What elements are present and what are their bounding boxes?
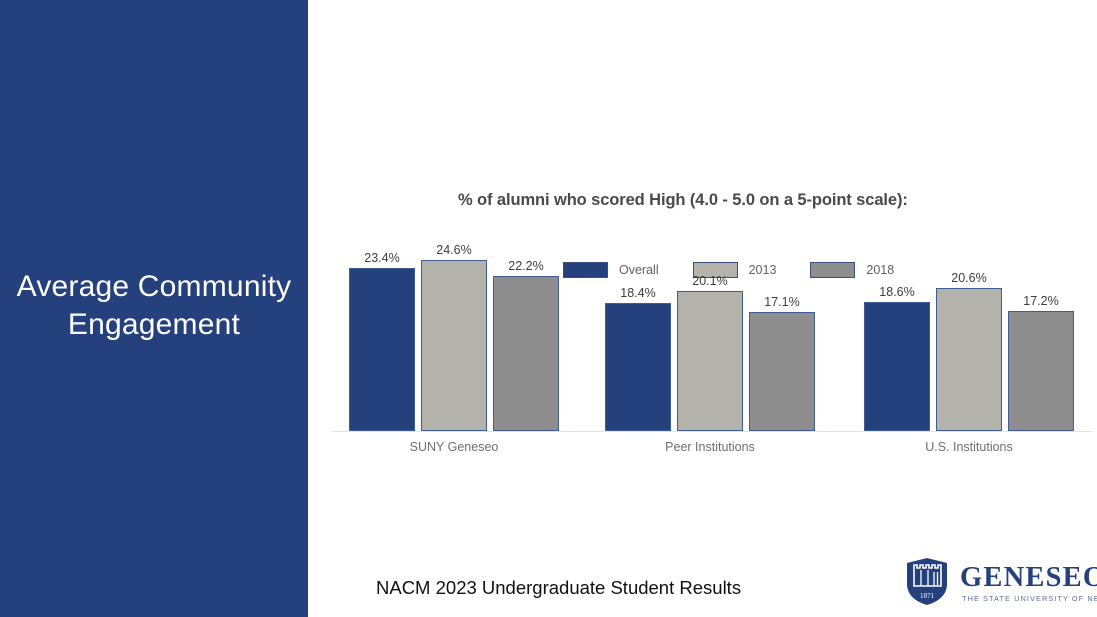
bar-column[interactable]: 18.4% — [605, 286, 671, 431]
bar-group: 23.4% 24.6% 22.2% — [349, 243, 559, 431]
bar-value-label: 20.1% — [692, 274, 728, 288]
bar-value-label: 24.6% — [436, 243, 472, 257]
category-axis-line — [332, 431, 1092, 432]
logo-wordmark: GENESEO — [960, 562, 1097, 593]
legend-label-2018: 2018 — [866, 263, 895, 277]
bar-value-label: 17.2% — [1023, 294, 1059, 308]
content-area: % of alumni who scored High (4.0 - 5.0 o… — [308, 0, 1097, 617]
legend-swatch-overall — [563, 262, 608, 278]
slide-title: Average Community Engagement — [16, 270, 292, 341]
bar-column[interactable]: 17.1% — [749, 295, 815, 431]
footer-caption: NACM 2023 Undergraduate Student Results — [376, 577, 742, 598]
shield-year: 1871 — [920, 592, 935, 600]
geneseo-logo: 1871 GENESEO THE STATE UNIVERSITY OF NEW… — [903, 556, 1097, 608]
chart-title: % of alumni who scored High (4.0 - 5.0 o… — [458, 191, 908, 209]
bar-value-label: 22.2% — [508, 259, 544, 273]
bar-value-label: 18.6% — [879, 285, 915, 299]
category-axis-labels: SUNY Geneseo Peer Institutions U.S. Instit… — [322, 440, 1097, 460]
legend-label-overall: Overall — [619, 263, 659, 277]
bar-column[interactable]: 17.2% — [1008, 294, 1074, 431]
bar[interactable] — [936, 288, 1002, 431]
bar-value-label: 23.4% — [364, 251, 400, 265]
bar[interactable] — [421, 260, 487, 431]
legend-item-2013: 2013 — [692, 262, 777, 278]
bar-column[interactable]: 22.2% — [493, 259, 559, 431]
bar[interactable] — [493, 276, 559, 431]
bar[interactable] — [605, 303, 671, 431]
category-label: U.S. Institutions — [925, 440, 1013, 454]
shield-icon: 1871 — [907, 558, 947, 605]
bar[interactable] — [1008, 311, 1074, 431]
chart-plot-area: 23.4% 24.6% 22.2% 18.4% 20.1% 17.1% 18.6% 20.6%… — [322, 243, 1097, 432]
bar-column[interactable]: 18.6% — [864, 285, 930, 431]
bar[interactable] — [677, 291, 743, 431]
bar-column[interactable]: 20.6% — [936, 271, 1002, 431]
legend-swatch-2013 — [692, 262, 738, 278]
bar[interactable] — [864, 302, 930, 431]
bar[interactable] — [349, 268, 415, 431]
bar-column[interactable]: 24.6% — [421, 243, 487, 431]
category-label: SUNY Geneseo — [409, 440, 499, 454]
bar-value-label: 20.6% — [951, 271, 987, 285]
legend-swatch-2018 — [810, 262, 856, 278]
legend-label-2013: 2013 — [748, 263, 777, 277]
bar-column[interactable]: 20.1% — [677, 274, 743, 431]
bar[interactable] — [749, 312, 815, 431]
bar-group: 18.4% 20.1% 17.1% — [605, 250, 815, 431]
chart-legend: Overall 2013 2018 — [563, 262, 928, 278]
sidebar-panel: Average Community Engagement — [0, 0, 308, 617]
bar-column[interactable]: 23.4% — [349, 251, 415, 431]
legend-item-2018: 2018 — [810, 262, 894, 278]
logo-tagline: THE STATE UNIVERSITY OF NEW YORK — [962, 594, 1097, 603]
bar-group: 18.6% 20.6% 17.2% — [864, 250, 1074, 431]
category-label: Peer Institutions — [665, 440, 755, 454]
bar-value-label: 18.4% — [620, 286, 656, 300]
bar-value-label: 17.1% — [764, 295, 800, 309]
legend-item-overall: Overall — [563, 262, 659, 278]
